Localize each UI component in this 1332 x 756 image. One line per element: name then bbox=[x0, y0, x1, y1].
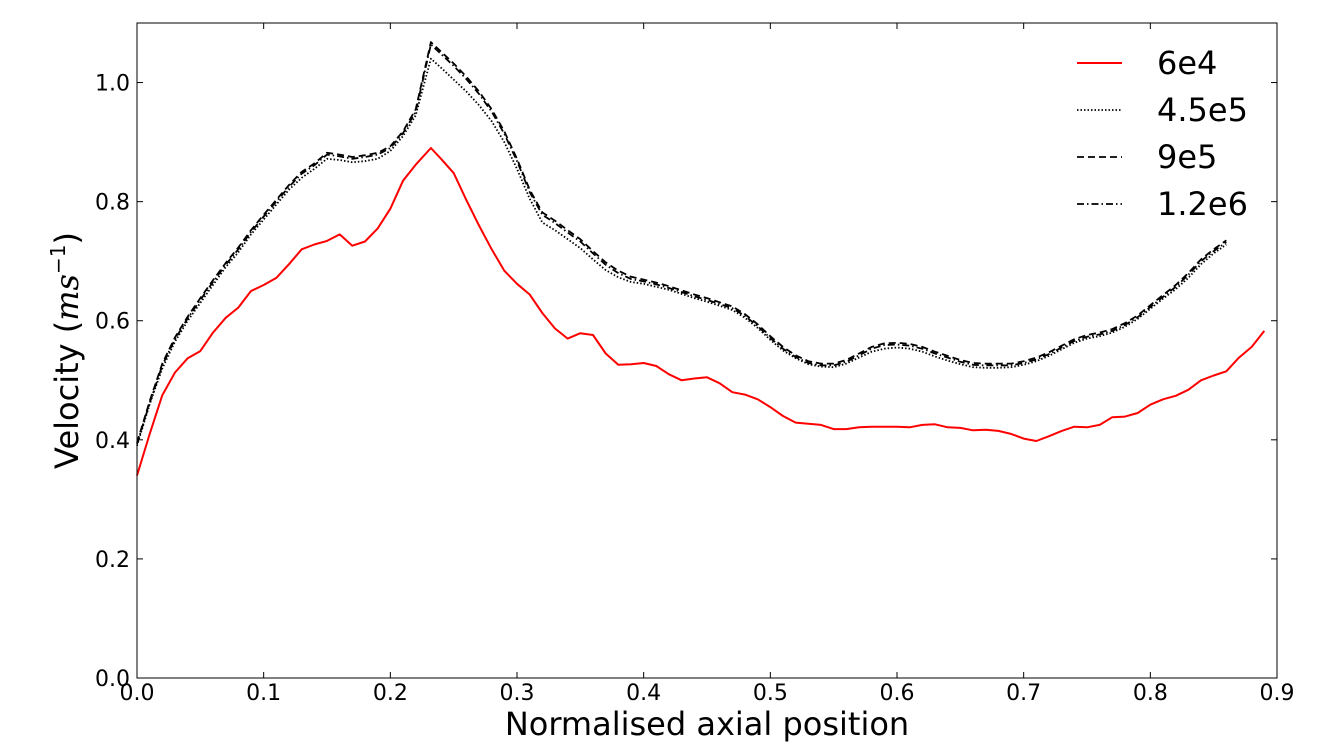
x-tick-label: 0.6 bbox=[880, 681, 915, 706]
y-axis-label-unit: ms bbox=[48, 274, 86, 321]
y-axis-label-close: ) bbox=[48, 232, 86, 244]
x-tick-label: 0.7 bbox=[1006, 681, 1041, 706]
legend-label-1: 4.5e5 bbox=[1157, 91, 1248, 129]
x-tick-label: 0.1 bbox=[246, 681, 281, 706]
legend-label-3: 1.2e6 bbox=[1157, 185, 1248, 223]
series-layer bbox=[136, 41, 1266, 476]
x-axis-label: Normalised axial position bbox=[505, 705, 909, 743]
legend-label-0: 6e4 bbox=[1157, 44, 1217, 82]
plot-frame bbox=[136, 22, 1278, 679]
series-line-2 bbox=[136, 41, 1227, 444]
x-tick-label: 0.0 bbox=[120, 681, 155, 706]
legend-label-2: 9e5 bbox=[1157, 138, 1217, 176]
y-tick-label: 0.2 bbox=[95, 548, 130, 573]
x-tick-label: 0.2 bbox=[373, 681, 408, 706]
y-tick-label: 0.0 bbox=[95, 667, 130, 692]
y-axis-label-main: Velocity ( bbox=[48, 321, 86, 469]
legend: 6e4 4.5e5 9e5 1.2e6 bbox=[1077, 44, 1248, 223]
tick-layer: 0.0 0.1 0.2 0.3 0.4 0.5 0.6 0.7 0.8 0.9 0.0 0.2 0.4 0… bbox=[95, 23, 1295, 706]
x-tick-label: 0.8 bbox=[1133, 681, 1168, 706]
series-line-1 bbox=[136, 57, 1227, 447]
y-tick-label: 0.8 bbox=[95, 191, 130, 216]
y-axis-label-exponent: −1 bbox=[46, 245, 70, 274]
x-tick-label: 0.5 bbox=[753, 681, 788, 706]
series-line-0 bbox=[136, 147, 1266, 476]
x-tick-label: 0.9 bbox=[1260, 681, 1295, 706]
y-tick-label: 0.4 bbox=[95, 429, 130, 454]
y-tick-label: 0.6 bbox=[95, 310, 130, 335]
y-tick-label: 1.0 bbox=[95, 72, 130, 97]
x-tick-label: 0.3 bbox=[500, 681, 535, 706]
x-tick-label: 0.4 bbox=[626, 681, 661, 706]
y-axis-label: Velocity (ms−1) bbox=[46, 232, 86, 469]
series-line-3 bbox=[136, 43, 1227, 445]
